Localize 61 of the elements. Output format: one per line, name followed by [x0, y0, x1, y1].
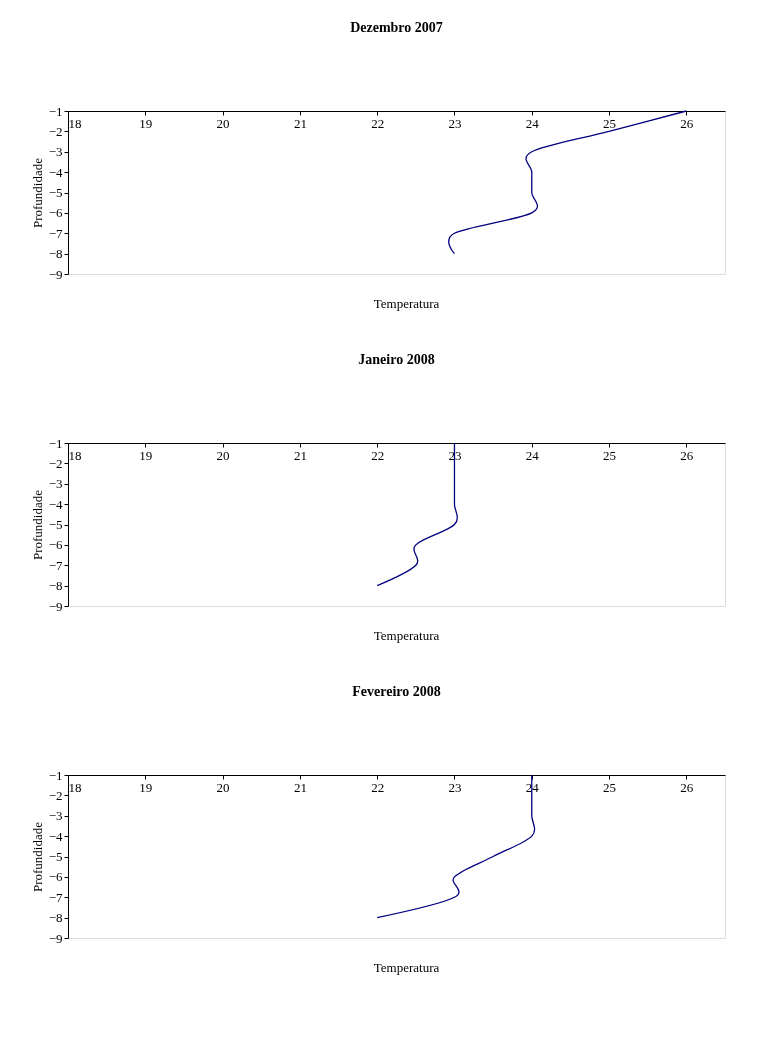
chart-title: Dezembro 2007: [350, 20, 443, 35]
x-tick-label: 18: [68, 115, 82, 131]
y-tick-label: −6: [48, 537, 63, 553]
y-tick-label: −8: [48, 910, 63, 926]
x-axis-title: Temperatura: [373, 960, 440, 975]
y-tick-label: −5: [48, 517, 63, 532]
y-tick-label: −5: [48, 185, 63, 200]
x-tick-label: 22: [371, 115, 385, 131]
y-tick-label: −9: [48, 930, 63, 946]
y-tick-label: −3: [48, 144, 63, 160]
x-tick-label: 22: [371, 447, 385, 463]
x-tick-label: 24: [525, 447, 540, 463]
x-tick-label: 26: [680, 447, 694, 463]
y-tick-label: −3: [48, 476, 63, 492]
y-tick-label: −9: [48, 598, 63, 614]
x-tick-label: 19: [139, 447, 153, 463]
y-tick-label: −6: [48, 869, 63, 885]
y-tick-label: −4: [48, 164, 63, 180]
y-tick-label: −1: [48, 435, 63, 451]
y-tick-label: −1: [48, 767, 63, 783]
x-tick-label: 21: [293, 779, 307, 795]
y-tick-label: −1: [48, 103, 63, 119]
x-tick-label: 25: [603, 779, 617, 795]
y-tick-label: −3: [48, 808, 63, 824]
y-tick-label: −7: [48, 557, 63, 573]
x-tick-label: 22: [371, 779, 385, 795]
y-tick-label: −2: [48, 787, 63, 803]
x-tick-label: 25: [603, 447, 617, 463]
y-axis-title: Profundidade: [29, 157, 45, 229]
x-tick-label: 21: [293, 115, 307, 131]
x-tick-label: 20: [216, 779, 230, 795]
chart-title: Janeiro 2008: [358, 352, 435, 367]
x-tick-label: 24: [525, 115, 540, 131]
x-tick-label: 18: [68, 779, 82, 795]
x-tick-label: 23: [448, 115, 462, 131]
y-tick-label: −8: [48, 578, 63, 594]
chart-title: Fevereiro 2008: [352, 684, 441, 699]
x-tick-label: 26: [680, 115, 694, 131]
x-tick-label: 26: [680, 779, 694, 795]
x-tick-label: 20: [216, 447, 230, 463]
y-tick-label: −8: [48, 246, 63, 262]
x-tick-label: 23: [448, 779, 462, 795]
x-tick-label: 20: [216, 115, 230, 131]
y-tick-label: −4: [48, 828, 63, 844]
y-tick-label: −9: [48, 266, 63, 282]
y-tick-label: −7: [48, 225, 63, 241]
y-tick-label: −4: [48, 496, 63, 512]
y-tick-label: −7: [48, 889, 63, 905]
x-axis-title: Temperatura: [373, 296, 440, 311]
y-axis-title: Profundidade: [29, 821, 45, 893]
y-tick-label: −2: [48, 123, 63, 139]
y-tick-label: −6: [48, 205, 63, 221]
y-tick-label: −5: [48, 849, 63, 864]
y-tick-label: −2: [48, 455, 63, 471]
x-tick-label: 25: [603, 115, 617, 131]
x-axis-title: Temperatura: [373, 628, 440, 643]
x-tick-label: 19: [139, 115, 153, 131]
x-tick-label: 21: [293, 447, 307, 463]
x-tick-label: 19: [139, 779, 153, 795]
x-tick-label: 18: [68, 447, 82, 463]
y-axis-title: Profundidade: [29, 489, 45, 561]
